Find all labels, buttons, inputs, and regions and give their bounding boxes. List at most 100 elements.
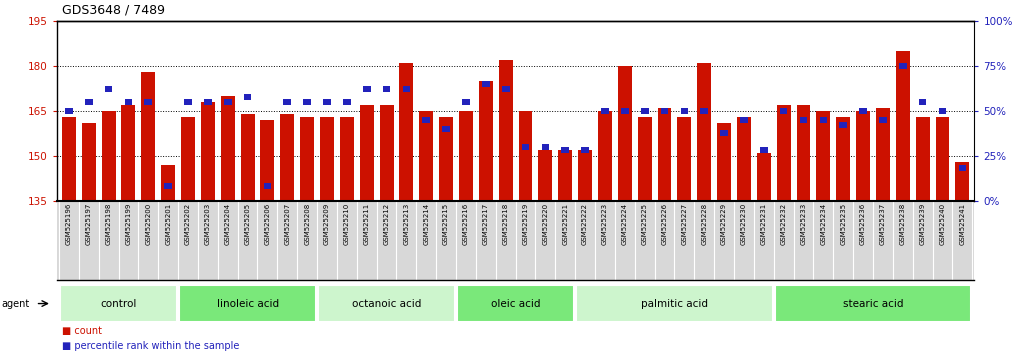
Text: GSM525206: GSM525206 — [264, 203, 271, 245]
Bar — [81, 123, 96, 201]
Text: GSM525241: GSM525241 — [959, 203, 965, 245]
Bar — [363, 86, 370, 92]
Bar — [777, 105, 790, 201]
Text: GSM525217: GSM525217 — [483, 203, 489, 245]
Text: GSM525239: GSM525239 — [919, 203, 925, 245]
Bar — [482, 81, 489, 87]
Text: GSM525207: GSM525207 — [285, 203, 290, 245]
Text: GSM525222: GSM525222 — [582, 203, 588, 245]
Bar — [84, 99, 93, 105]
Bar — [125, 99, 132, 105]
Bar — [820, 117, 827, 123]
Bar — [260, 120, 275, 201]
Bar — [60, 285, 177, 322]
Text: GSM525201: GSM525201 — [165, 203, 171, 245]
Text: palmitic acid: palmitic acid — [641, 298, 708, 309]
Bar — [775, 285, 971, 322]
Text: GSM525238: GSM525238 — [900, 203, 906, 245]
Bar — [204, 99, 212, 105]
Text: GSM525226: GSM525226 — [661, 203, 667, 245]
Bar — [519, 111, 533, 201]
Bar — [677, 117, 692, 201]
Bar — [959, 165, 966, 171]
Bar — [442, 126, 450, 132]
Bar — [538, 150, 552, 201]
Bar — [542, 144, 549, 150]
Bar — [836, 117, 850, 201]
Bar — [459, 111, 473, 201]
Bar — [201, 102, 215, 201]
Text: GSM525240: GSM525240 — [940, 203, 946, 245]
Text: ■ count: ■ count — [62, 326, 102, 336]
Bar — [698, 63, 711, 201]
Text: GSM525212: GSM525212 — [383, 203, 390, 245]
Text: GSM525199: GSM525199 — [125, 203, 131, 245]
Text: GSM525227: GSM525227 — [681, 203, 687, 245]
Text: linoleic acid: linoleic acid — [217, 298, 279, 309]
Bar — [165, 183, 172, 189]
Bar — [400, 63, 413, 201]
Text: GSM525218: GSM525218 — [502, 203, 508, 245]
Bar — [65, 108, 72, 114]
Bar — [300, 117, 314, 201]
Text: oleic acid: oleic acid — [491, 298, 540, 309]
Bar — [817, 111, 830, 201]
Text: GSM525234: GSM525234 — [821, 203, 827, 245]
Text: GSM525236: GSM525236 — [860, 203, 866, 245]
Bar — [340, 117, 354, 201]
Bar — [918, 99, 926, 105]
Text: GSM525215: GSM525215 — [443, 203, 450, 245]
Bar — [360, 105, 373, 201]
Bar — [618, 66, 632, 201]
Bar — [915, 117, 930, 201]
Bar — [522, 144, 530, 150]
Bar — [896, 51, 910, 201]
Text: GSM525208: GSM525208 — [304, 203, 310, 245]
Text: GSM525220: GSM525220 — [542, 203, 548, 245]
Text: GSM525225: GSM525225 — [642, 203, 648, 245]
Text: GSM525232: GSM525232 — [781, 203, 787, 245]
Bar — [181, 117, 195, 201]
Bar — [799, 117, 807, 123]
Bar — [457, 285, 575, 322]
Text: control: control — [101, 298, 136, 309]
Bar — [717, 123, 731, 201]
Bar — [284, 99, 291, 105]
Bar — [561, 148, 570, 153]
Bar — [462, 99, 470, 105]
Text: GSM525233: GSM525233 — [800, 203, 806, 245]
Text: GSM525216: GSM525216 — [463, 203, 469, 245]
Text: GSM525200: GSM525200 — [145, 203, 152, 245]
Text: GSM525223: GSM525223 — [602, 203, 608, 245]
Text: GSM525210: GSM525210 — [344, 203, 350, 245]
Bar — [658, 108, 671, 201]
Text: GSM525235: GSM525235 — [840, 203, 846, 245]
Bar — [221, 96, 235, 201]
Bar — [62, 117, 76, 201]
Bar — [320, 117, 334, 201]
Bar — [955, 162, 969, 201]
Bar — [422, 117, 430, 123]
Text: GSM525202: GSM525202 — [185, 203, 191, 245]
Bar — [141, 72, 156, 201]
Bar — [859, 108, 866, 114]
Text: GSM525198: GSM525198 — [106, 203, 112, 245]
Bar — [936, 117, 950, 201]
Bar — [382, 86, 391, 92]
Text: GSM525219: GSM525219 — [523, 203, 529, 245]
Bar — [879, 117, 887, 123]
Text: stearic acid: stearic acid — [843, 298, 903, 309]
Bar — [281, 114, 294, 201]
Bar — [582, 148, 589, 153]
Bar — [701, 108, 708, 114]
Bar — [121, 105, 135, 201]
Text: GSM525204: GSM525204 — [225, 203, 231, 245]
Bar — [856, 111, 870, 201]
Bar — [780, 108, 787, 114]
Bar — [577, 285, 773, 322]
Text: GSM525221: GSM525221 — [562, 203, 569, 245]
Text: GSM525209: GSM525209 — [324, 203, 330, 245]
Bar — [303, 99, 311, 105]
Bar — [179, 285, 316, 322]
Text: GSM525214: GSM525214 — [423, 203, 429, 245]
